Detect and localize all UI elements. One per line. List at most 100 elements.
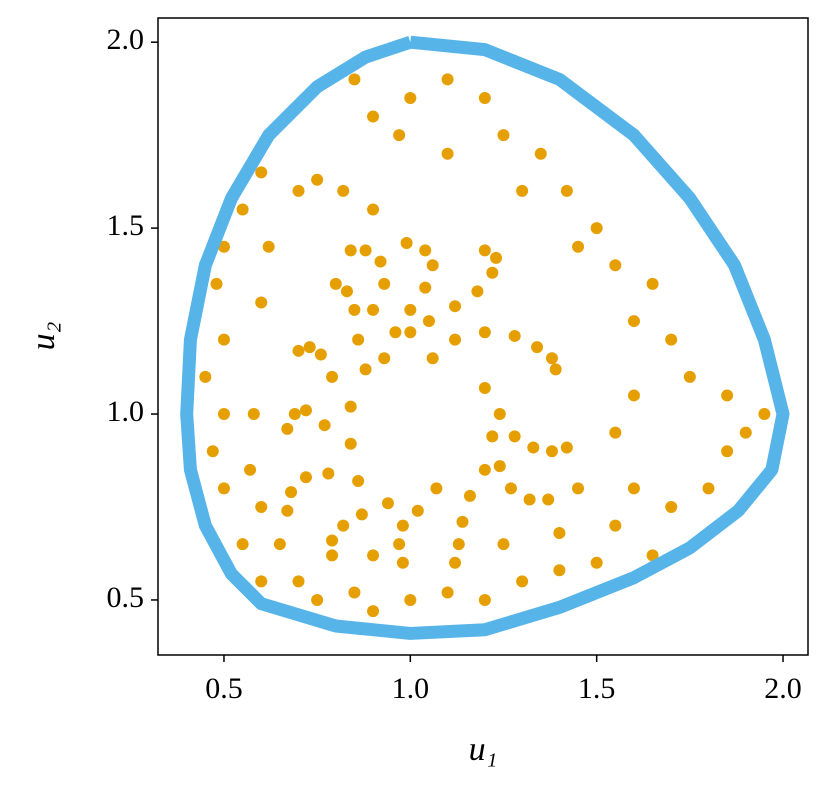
point <box>441 147 454 160</box>
point <box>355 508 368 521</box>
point <box>486 430 499 443</box>
point <box>378 352 391 365</box>
point <box>534 147 547 160</box>
point <box>199 370 212 383</box>
point <box>367 110 380 123</box>
point <box>299 404 312 417</box>
x-tick-label: 0.5 <box>205 672 243 705</box>
point <box>359 363 372 376</box>
point <box>665 500 678 513</box>
x-tick-label: 1.0 <box>392 672 430 705</box>
point <box>478 382 491 395</box>
point <box>516 184 529 197</box>
point <box>404 91 417 104</box>
point <box>217 408 230 421</box>
point <box>553 564 566 577</box>
point <box>683 370 696 383</box>
point <box>497 538 510 551</box>
point <box>463 489 476 502</box>
point <box>758 408 771 421</box>
point <box>545 352 558 365</box>
point <box>646 549 659 562</box>
point <box>478 593 491 606</box>
point <box>478 244 491 257</box>
point <box>281 422 294 435</box>
point <box>367 203 380 216</box>
point <box>590 556 603 569</box>
point <box>285 486 298 499</box>
point <box>411 504 424 517</box>
point <box>471 285 484 298</box>
point <box>609 519 622 532</box>
point <box>560 184 573 197</box>
point <box>419 244 432 257</box>
point <box>441 73 454 86</box>
point <box>542 493 555 506</box>
point <box>255 296 268 309</box>
point <box>217 333 230 346</box>
point <box>348 303 361 316</box>
point <box>311 173 324 186</box>
point <box>344 437 357 450</box>
point <box>430 482 443 495</box>
x-tick-label: 1.5 <box>578 672 616 705</box>
point <box>393 129 406 142</box>
point <box>299 471 312 484</box>
point <box>504 482 517 495</box>
point <box>449 333 462 346</box>
point <box>560 441 573 454</box>
point <box>702 482 715 495</box>
point <box>449 300 462 313</box>
point <box>493 460 506 473</box>
point <box>329 277 342 290</box>
point <box>255 575 268 588</box>
y-tick-label: 2.0 <box>107 23 145 56</box>
point <box>273 538 286 551</box>
y-axis-label: u₂ <box>25 322 62 351</box>
point <box>739 426 752 439</box>
point <box>490 251 503 264</box>
point <box>206 445 219 458</box>
point <box>378 277 391 290</box>
point <box>523 493 536 506</box>
point <box>508 329 521 342</box>
point <box>419 281 432 294</box>
point <box>627 389 640 402</box>
y-tick-label: 1.0 <box>107 395 145 428</box>
point <box>210 277 223 290</box>
point <box>244 463 257 476</box>
point <box>609 259 622 272</box>
point <box>426 352 439 365</box>
point <box>478 91 491 104</box>
point <box>393 538 406 551</box>
y-tick-label: 1.5 <box>107 209 145 242</box>
point <box>389 326 402 339</box>
point <box>262 240 275 253</box>
point <box>322 467 335 480</box>
point <box>396 556 409 569</box>
point <box>311 593 324 606</box>
point <box>721 389 734 402</box>
point <box>404 303 417 316</box>
point <box>303 341 316 354</box>
point <box>292 575 305 588</box>
point <box>255 166 268 179</box>
point <box>217 482 230 495</box>
point <box>381 497 394 510</box>
point <box>545 445 558 458</box>
point <box>281 504 294 517</box>
point <box>456 515 469 528</box>
point <box>527 441 540 454</box>
point <box>449 556 462 569</box>
plot-frame <box>157 17 809 656</box>
point <box>553 527 566 540</box>
point <box>609 426 622 439</box>
point <box>508 430 521 443</box>
point <box>367 605 380 618</box>
point <box>367 303 380 316</box>
point <box>441 586 454 599</box>
point <box>326 549 339 562</box>
point <box>516 575 529 588</box>
point <box>627 482 640 495</box>
